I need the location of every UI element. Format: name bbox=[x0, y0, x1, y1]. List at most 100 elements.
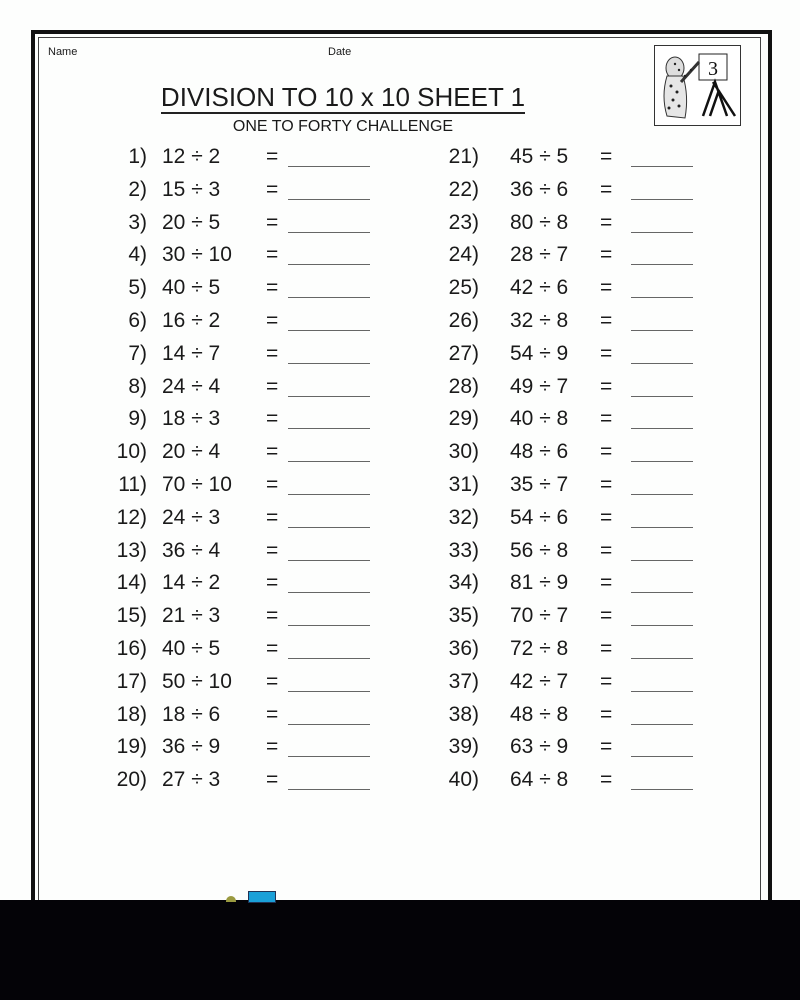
problem-expression: 36 ÷ 6 bbox=[510, 177, 569, 201]
equals-sign: = bbox=[266, 210, 279, 234]
equals-sign: = bbox=[266, 473, 279, 496]
problem-row: 11) 70 ÷ 10 = bbox=[0, 470, 800, 500]
answer-blank[interactable] bbox=[631, 461, 693, 463]
problem-expression: 14 ÷ 7 bbox=[162, 341, 221, 365]
answer-blank[interactable] bbox=[631, 526, 693, 528]
equals-sign: = bbox=[600, 276, 613, 300]
answer-blank[interactable] bbox=[288, 723, 370, 725]
problem-number: 33) bbox=[448, 538, 479, 562]
page-border-inner bbox=[38, 37, 761, 938]
answer-blank[interactable] bbox=[288, 231, 370, 233]
answer-blank[interactable] bbox=[288, 625, 370, 627]
answer-blank[interactable] bbox=[631, 592, 693, 594]
answer-blank[interactable] bbox=[288, 494, 370, 495]
problem-number: 10) bbox=[116, 440, 147, 464]
problem-expression: 80 ÷ 8 bbox=[510, 210, 569, 234]
grade-logo: 3 bbox=[654, 45, 741, 126]
answer-blank[interactable] bbox=[288, 690, 370, 692]
answer-blank[interactable] bbox=[631, 756, 693, 758]
footer-black-band bbox=[0, 900, 800, 1000]
problem-expression: 49 ÷ 7 bbox=[510, 374, 569, 398]
problem-number: 7) bbox=[128, 341, 147, 365]
answer-blank[interactable] bbox=[288, 559, 370, 561]
answer-blank[interactable] bbox=[288, 658, 370, 659]
answer-blank[interactable] bbox=[631, 264, 693, 266]
answer-blank[interactable] bbox=[631, 559, 693, 561]
equals-sign: = bbox=[266, 243, 279, 267]
problem-row: 20) 27 ÷ 3 = bbox=[0, 765, 800, 795]
page-border bbox=[31, 30, 772, 934]
answer-blank[interactable] bbox=[631, 198, 693, 200]
answer-blank[interactable] bbox=[288, 789, 370, 791]
problem-expression: 14 ÷ 2 bbox=[162, 571, 221, 595]
equals-sign: = bbox=[600, 637, 613, 660]
problem-expression: 42 ÷ 7 bbox=[510, 669, 569, 693]
answer-blank[interactable] bbox=[288, 198, 370, 200]
problem-expression: 70 ÷ 10 bbox=[162, 473, 232, 496]
answer-blank[interactable] bbox=[631, 658, 693, 659]
problem-expression: 40 ÷ 8 bbox=[510, 407, 569, 431]
answer-blank[interactable] bbox=[631, 789, 693, 791]
equals-sign: = bbox=[600, 735, 613, 759]
answer-blank[interactable] bbox=[288, 264, 370, 266]
problem-number: 11) bbox=[118, 473, 147, 496]
problem-expression: 50 ÷ 10 bbox=[162, 669, 232, 693]
equals-sign: = bbox=[600, 669, 613, 693]
answer-blank[interactable] bbox=[288, 526, 370, 528]
problem-number: 3) bbox=[128, 210, 147, 234]
answer-blank[interactable] bbox=[631, 723, 693, 725]
equals-sign: = bbox=[600, 571, 613, 595]
answer-blank[interactable] bbox=[288, 461, 370, 463]
grade-number: 3 bbox=[708, 58, 718, 80]
problem-number: 28) bbox=[448, 374, 479, 398]
answer-blank[interactable] bbox=[288, 395, 370, 397]
problem-number: 4) bbox=[128, 243, 147, 267]
equals-sign: = bbox=[266, 407, 279, 431]
answer-blank[interactable] bbox=[631, 428, 693, 430]
problem-expression: 35 ÷ 7 bbox=[510, 473, 569, 496]
problem-number: 16) bbox=[116, 637, 147, 660]
answer-blank[interactable] bbox=[631, 297, 693, 299]
problem-number: 37) bbox=[448, 669, 479, 693]
answer-blank[interactable] bbox=[288, 166, 370, 167]
problem-expression: 24 ÷ 3 bbox=[162, 505, 221, 529]
equals-sign: = bbox=[600, 309, 613, 332]
equals-sign: = bbox=[600, 440, 613, 464]
problem-row: 4) 30 ÷ 10 = bbox=[0, 240, 800, 270]
problem-number: 1) bbox=[128, 145, 147, 168]
problem-row: 5) 40 ÷ 5 = bbox=[0, 273, 800, 303]
equals-sign: = bbox=[600, 243, 613, 267]
answer-blank[interactable] bbox=[631, 395, 693, 397]
answer-blank[interactable] bbox=[631, 231, 693, 233]
problem-expression: 15 ÷ 3 bbox=[162, 177, 221, 201]
answer-blank[interactable] bbox=[631, 330, 693, 331]
equals-sign: = bbox=[266, 276, 279, 300]
problem-number: 14) bbox=[116, 571, 147, 595]
answer-blank[interactable] bbox=[288, 428, 370, 430]
equals-sign: = bbox=[600, 145, 613, 168]
equals-sign: = bbox=[600, 341, 613, 365]
problem-row: 24) 28 ÷ 7 = bbox=[0, 240, 800, 270]
problem-expression: 18 ÷ 6 bbox=[162, 702, 221, 726]
equals-sign: = bbox=[600, 604, 613, 628]
answer-blank[interactable] bbox=[631, 166, 693, 167]
equals-sign: = bbox=[266, 177, 279, 201]
answer-blank[interactable] bbox=[631, 625, 693, 627]
answer-blank[interactable] bbox=[288, 297, 370, 299]
problem-number: 40) bbox=[448, 768, 479, 792]
answer-blank[interactable] bbox=[288, 592, 370, 594]
problem-number: 32) bbox=[448, 505, 479, 529]
equals-sign: = bbox=[600, 210, 613, 234]
problem-row: 25) 42 ÷ 6 = bbox=[0, 273, 800, 303]
answer-blank[interactable] bbox=[631, 494, 693, 495]
answer-blank[interactable] bbox=[288, 362, 370, 364]
answer-blank[interactable] bbox=[631, 690, 693, 692]
answer-blank[interactable] bbox=[631, 362, 693, 364]
leopard-easel-icon: 3 bbox=[663, 53, 737, 119]
problem-number: 17) bbox=[116, 669, 147, 693]
answer-blank[interactable] bbox=[288, 756, 370, 758]
problem-row: 9) 18 ÷ 3 = bbox=[0, 404, 800, 434]
problem-number: 38) bbox=[448, 702, 479, 726]
answer-blank[interactable] bbox=[288, 330, 370, 331]
footer-turtle-icon bbox=[226, 896, 236, 902]
